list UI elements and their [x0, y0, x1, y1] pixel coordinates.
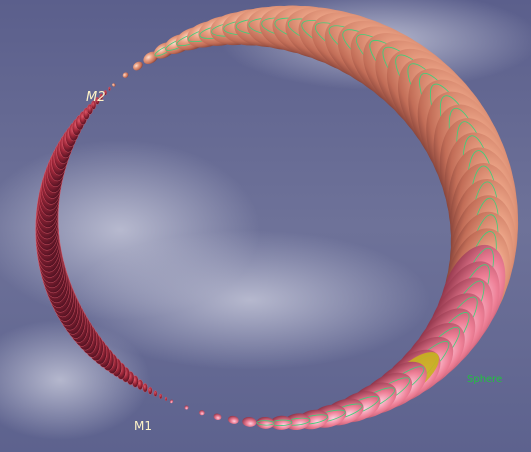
sphere: [213, 413, 222, 421]
sphere: [159, 393, 163, 399]
sphere-ring: [35, 5, 519, 431]
label-sphere: Sphere: [467, 374, 502, 385]
sphere: [199, 410, 205, 416]
label-m1: M1: [134, 419, 152, 433]
sphere: [99, 93, 104, 100]
sphere: [148, 386, 153, 395]
sphere: [169, 399, 174, 404]
cloud: [70, 230, 430, 370]
sphere: [227, 415, 239, 424]
sphere: [242, 416, 257, 427]
sphere: [153, 390, 158, 397]
sphere: [103, 90, 107, 96]
sphere: [112, 83, 116, 87]
sphere: [184, 405, 189, 410]
cloud: [0, 320, 150, 440]
sphere: [91, 100, 97, 110]
label-m2: M2: [86, 90, 106, 105]
sphere: [256, 416, 275, 429]
sphere: [108, 86, 111, 91]
stripe: [256, 420, 275, 426]
sphere: [270, 415, 293, 430]
sphere: [133, 61, 143, 71]
sphere: [95, 97, 100, 105]
sphere: [164, 396, 168, 401]
sphere: [142, 383, 148, 393]
sphere: [122, 72, 129, 78]
